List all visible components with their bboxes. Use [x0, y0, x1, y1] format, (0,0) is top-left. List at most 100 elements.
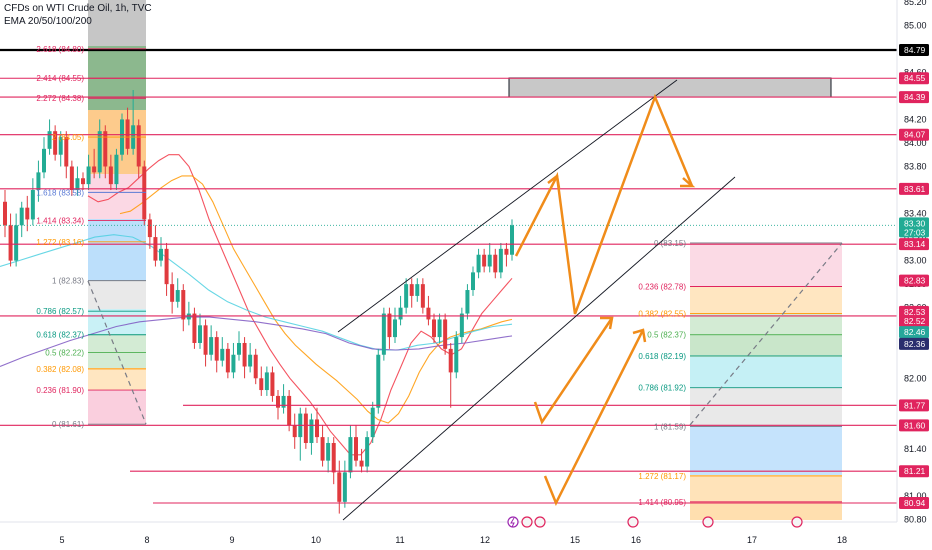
price-badge-text: 83.14 [904, 239, 926, 249]
candle-body [92, 166, 97, 173]
event-icons[interactable] [507, 516, 803, 528]
fib-right-label: 0.382 (82.55) [638, 310, 686, 319]
price-badges: 84.79 84.55 84.39 84.07 83.61 83.14 82.83 82.53… [899, 44, 929, 509]
price-badge [899, 337, 929, 350]
candle-body [315, 419, 319, 438]
price-badge-text: 84.07 [904, 130, 926, 140]
projection-arrow-1 [514, 93, 694, 315]
fib-left-label: 0.786 (82.57) [36, 307, 84, 316]
price-badge-text: 82.52 [904, 316, 926, 326]
price-badge-text: 81.77 [904, 400, 926, 410]
candle-body [409, 284, 414, 296]
fib-left-label: 1.272 (83.16) [36, 238, 84, 247]
horizontal-levels[interactable] [0, 48, 897, 504]
fib-left-label: 0.236 (81.90) [36, 386, 84, 395]
candle-body [287, 395, 292, 426]
candle-body [259, 378, 264, 391]
candle-body [420, 284, 425, 308]
us-flag-icon-4 [702, 516, 714, 528]
price-badge [899, 44, 929, 56]
fib-zones [88, 0, 842, 520]
fib-left-label: 1.618 (83.58) [36, 188, 84, 197]
candle-body [248, 354, 253, 367]
candle-body [237, 342, 241, 355]
ema-line [0, 316, 513, 368]
price-badge [899, 497, 929, 509]
candle-body [192, 313, 197, 343]
candle-body [387, 313, 392, 338]
candle-body [487, 254, 492, 267]
candle-body [437, 319, 442, 338]
candle-body [482, 254, 487, 267]
left-fib-zone-teal [88, 309, 146, 334]
projection-arrow-1-head-b [680, 177, 696, 188]
candle-body [264, 372, 269, 391]
fib-right-label: 0.786 (81.92) [638, 384, 686, 393]
time-tick-label: 18 [837, 535, 847, 545]
price-badge [899, 305, 929, 318]
us-flag-icon-2 [534, 516, 546, 528]
candle-body [253, 354, 258, 379]
candle-body [25, 207, 30, 220]
candle-body [19, 207, 24, 226]
candle-body [75, 178, 80, 191]
fib-left-label: 2 (84.05) [52, 133, 84, 142]
right-fib-zone-teal [690, 357, 842, 387]
projection-arrow-3 [543, 329, 645, 507]
candle-body [337, 472, 342, 502]
candle-body [242, 342, 247, 367]
price-badge-text: 83.61 [904, 184, 926, 194]
lightning-glyph [510, 517, 515, 528]
left-fib-zone-pink2 [88, 390, 146, 424]
drawings[interactable] [87, 79, 843, 521]
candle-body [147, 219, 152, 238]
price-badge-text: 80.94 [904, 498, 926, 508]
candle-body [225, 348, 230, 373]
fib-right-label: 0.236 (82.78) [638, 283, 686, 292]
fib-left-label: 2.272 (84.38) [36, 94, 84, 103]
price-badge [899, 238, 929, 251]
indicator-legend[interactable]: EMA 20/50/100/200 [4, 16, 92, 27]
chart-title: CFDs on WTI Crude Oil, 1h, TVC [4, 3, 152, 14]
dashed-projection-left [87, 280, 147, 425]
fib-right-label: 1.414 (80.95) [638, 498, 686, 507]
right-fib-zone-orange [690, 287, 842, 314]
fib-left-label: 1.414 (83.34) [36, 217, 84, 226]
price-tick-label: 83.00 [904, 256, 927, 266]
projection-arrow-2-head [600, 316, 614, 330]
time-tick-label: 15 [570, 535, 580, 545]
time-ticks: 5 8 9 10 11 12 15 16 17 18 [0, 521, 897, 545]
ema-lines [0, 154, 513, 456]
price-tick-label: 82.00 [904, 373, 927, 383]
candles [3, 90, 514, 514]
candle-body [108, 166, 113, 185]
candle-body [448, 348, 453, 373]
left-fib-zone-gray [88, 0, 146, 46]
price-badge [899, 465, 929, 478]
candle-body [443, 319, 448, 349]
time-tick-label: 17 [747, 535, 757, 545]
candle-body [103, 131, 108, 167]
candle-body [175, 290, 180, 302]
candle-body [376, 354, 381, 408]
candle-body [370, 407, 375, 438]
candle-body [114, 154, 119, 185]
candle-body [58, 137, 63, 155]
time-tick-label: 5 [59, 535, 64, 545]
candle-body [320, 437, 325, 461]
fib-labels: 2.618 (84.80) 2.414 (84.55) 2.272 (84.38) 2… [36, 45, 842, 507]
candle-body [404, 284, 409, 308]
fib-left-label: 0.382 (82.08) [36, 365, 84, 374]
candle-body [136, 125, 141, 167]
candle-body [432, 319, 436, 338]
candle-body [471, 272, 475, 291]
price-badge [899, 72, 929, 85]
candle-body [354, 437, 358, 461]
candle-body [47, 131, 52, 149]
price-badge-text: 84.79 [904, 45, 926, 55]
price-badge-text: 82.46 [904, 327, 926, 337]
price-badge [899, 315, 929, 328]
left-fib-zone-blue [88, 219, 146, 281]
time-tick-label: 8 [144, 535, 149, 545]
